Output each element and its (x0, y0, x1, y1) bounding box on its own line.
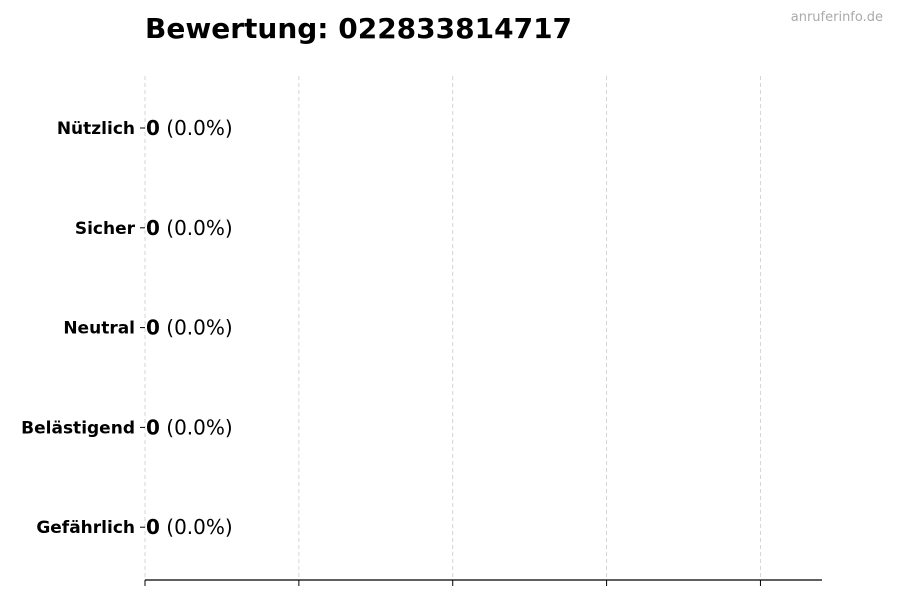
percent-label: (0.0%) (160, 515, 233, 539)
percent-label: (0.0%) (160, 116, 233, 140)
category-label: Gefährlich (36, 518, 135, 538)
category-label: Neutral (63, 319, 135, 339)
watermark: anruferinfo.de (790, 10, 883, 25)
category-label: Belästigend (21, 418, 135, 438)
chart-title: Bewertung: 022833814717 (145, 12, 573, 45)
category-label: Sicher (75, 219, 136, 239)
count-label: 0 (146, 216, 160, 240)
data-label: 0 (0.0%) (146, 116, 233, 140)
percent-label: (0.0%) (160, 216, 233, 240)
percent-label: (0.0%) (160, 415, 233, 439)
data-label: 0 (0.0%) (146, 216, 233, 240)
data-label: 0 (0.0%) (146, 316, 233, 340)
percent-label: (0.0%) (160, 316, 233, 340)
data-label: 0 (0.0%) (146, 415, 233, 439)
count-label: 0 (146, 515, 160, 539)
count-label: 0 (146, 116, 160, 140)
data-label: 0 (0.0%) (146, 515, 233, 539)
category-label: Nützlich (57, 119, 135, 139)
count-label: 0 (146, 316, 160, 340)
count-label: 0 (146, 415, 160, 439)
